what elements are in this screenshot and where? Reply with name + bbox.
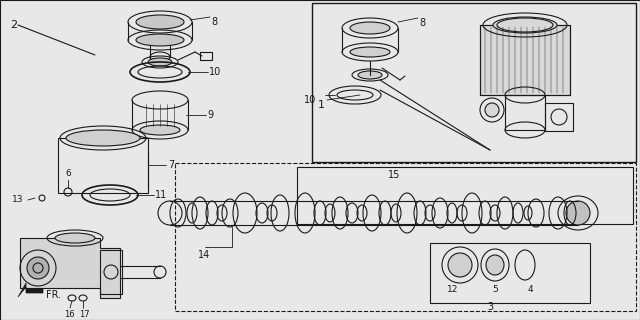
Text: 11: 11: [155, 190, 167, 200]
Text: 6: 6: [65, 169, 71, 178]
Text: 13: 13: [12, 196, 24, 204]
Bar: [505, 95, 545, 130]
Ellipse shape: [566, 201, 590, 225]
Bar: [297, 167, 633, 224]
Text: 16: 16: [64, 310, 75, 319]
Text: 12: 12: [447, 285, 459, 294]
Polygon shape: [20, 238, 120, 298]
Text: 17: 17: [79, 310, 90, 319]
Bar: [430, 243, 590, 303]
Text: 1: 1: [318, 100, 325, 110]
Bar: [545, 103, 573, 131]
Ellipse shape: [493, 17, 557, 33]
Ellipse shape: [136, 15, 184, 29]
Ellipse shape: [66, 130, 140, 146]
Bar: [480, 25, 570, 95]
Bar: [175, 163, 636, 311]
Ellipse shape: [136, 34, 184, 46]
Ellipse shape: [350, 47, 390, 57]
Polygon shape: [18, 283, 43, 297]
Text: 3: 3: [487, 302, 493, 312]
Text: 10: 10: [304, 95, 316, 105]
Text: 8: 8: [211, 17, 217, 27]
Text: 15: 15: [388, 170, 401, 180]
Ellipse shape: [485, 103, 499, 117]
Text: FR.: FR.: [46, 290, 61, 300]
Text: 10: 10: [209, 67, 221, 77]
Bar: [100, 250, 122, 294]
Text: 14: 14: [198, 250, 211, 260]
Text: 8: 8: [419, 18, 425, 28]
Ellipse shape: [140, 125, 180, 135]
Bar: [200, 52, 212, 60]
Text: 5: 5: [492, 285, 498, 294]
Text: 7: 7: [168, 160, 174, 170]
Ellipse shape: [448, 253, 472, 277]
Ellipse shape: [350, 22, 390, 34]
Bar: [312, 3, 636, 162]
Text: 2: 2: [10, 20, 17, 30]
Ellipse shape: [27, 257, 49, 279]
Text: 4: 4: [528, 285, 534, 294]
Bar: [58, 138, 148, 193]
Ellipse shape: [148, 58, 172, 66]
Ellipse shape: [358, 71, 382, 79]
Ellipse shape: [55, 233, 95, 243]
Text: 9: 9: [207, 110, 213, 120]
Ellipse shape: [486, 255, 504, 275]
Bar: [480, 25, 570, 95]
